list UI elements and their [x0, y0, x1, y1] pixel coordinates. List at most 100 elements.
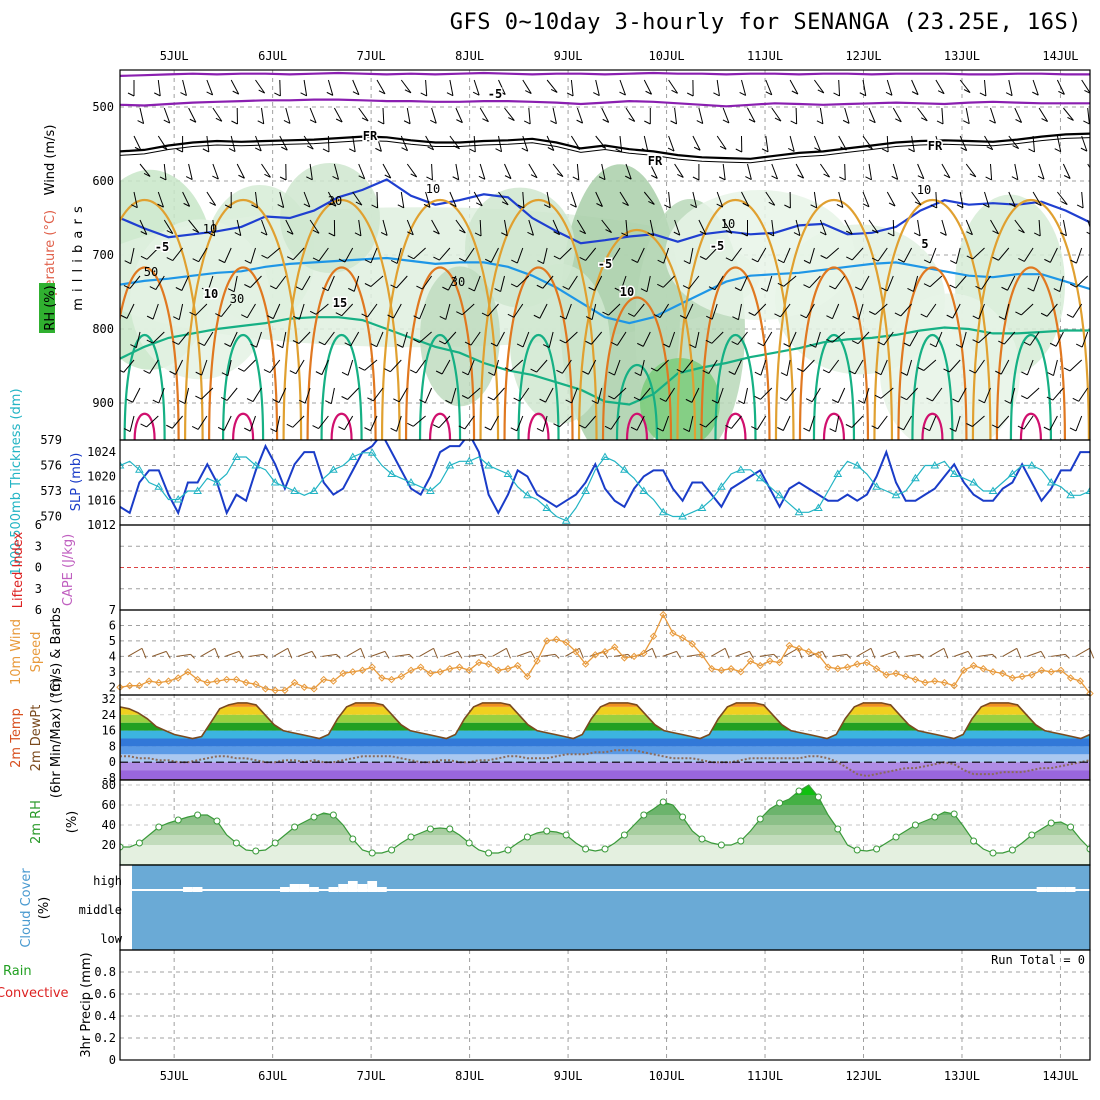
wind-barb	[263, 369, 271, 374]
wind-barb	[382, 219, 388, 236]
wind-barb	[674, 107, 678, 124]
wind-barb	[1012, 145, 1019, 150]
wind-barb-10m	[832, 653, 847, 657]
axis-label-lifted-index: Lifted Index	[11, 531, 26, 608]
wind-barb	[869, 119, 876, 124]
wind-barb	[912, 275, 919, 292]
wind-barb	[774, 117, 782, 122]
wind-barb	[221, 372, 229, 377]
wind-barb	[940, 231, 947, 236]
rh-point	[698, 835, 706, 843]
wind-barb	[783, 275, 797, 287]
wind-barb	[452, 176, 459, 181]
wind-barb	[126, 303, 135, 319]
temp-tick: 0	[109, 755, 116, 769]
pressure-tick: 800	[92, 322, 114, 336]
wind-speed-point	[785, 641, 794, 650]
wind-barb	[516, 343, 524, 348]
wind-barb	[930, 204, 937, 209]
wind-barb	[123, 359, 135, 373]
wind-barb	[1072, 397, 1079, 402]
thickness-point	[1008, 469, 1017, 477]
wind-barb	[398, 387, 408, 403]
wind-barb	[146, 315, 154, 320]
wind-barb	[449, 191, 457, 207]
wind-barb	[495, 148, 502, 153]
wind-barb	[579, 230, 586, 235]
wind-barb	[419, 331, 432, 343]
wind-barb	[1047, 372, 1054, 376]
wind-barb	[711, 303, 718, 320]
wind-barb	[1015, 311, 1022, 316]
wind-barb	[731, 247, 742, 262]
wind-barb	[974, 359, 985, 374]
wind-barb	[992, 256, 999, 261]
wind-barb	[745, 176, 752, 180]
wind-barb	[442, 286, 449, 291]
wind-barb-10m	[954, 650, 969, 657]
wind-barb	[195, 395, 202, 400]
rh-point	[659, 798, 667, 806]
wind-barb-10m	[978, 653, 993, 657]
wind-barb	[958, 387, 967, 403]
wind-barb-10m	[929, 647, 945, 657]
wind-barb	[525, 90, 532, 95]
wind-barb	[722, 163, 726, 180]
wind-speed-point	[184, 668, 192, 676]
wind-barb	[880, 387, 894, 399]
isotherm-line	[120, 132, 1090, 160]
wind-barb	[842, 119, 850, 124]
wind-barb	[1028, 148, 1035, 153]
wind-barb	[722, 119, 730, 124]
wind-barb-10m	[1016, 648, 1022, 659]
wind-barb	[1070, 259, 1077, 264]
wind-barb	[455, 107, 463, 123]
wind-barb	[869, 311, 876, 315]
wind-barb	[900, 303, 912, 317]
wind-barb	[602, 118, 609, 123]
temp-band	[120, 722, 1090, 731]
wind-barb	[277, 204, 284, 208]
wind-barb	[355, 201, 363, 206]
wind-speed-point	[921, 678, 929, 687]
wind-barb	[857, 331, 870, 345]
wind-barb	[315, 371, 323, 376]
wind-barb	[620, 275, 627, 292]
wind-barb	[585, 316, 593, 321]
wind-barb	[1035, 202, 1042, 207]
wind-barb	[344, 247, 354, 263]
wind-speed-point	[1037, 666, 1046, 674]
wind-barb	[608, 371, 615, 376]
wind-barb	[552, 219, 561, 235]
wind-barb	[659, 397, 667, 402]
wind-barb	[1075, 275, 1089, 288]
wind-barb	[819, 219, 827, 236]
isotherm-line	[120, 137, 1090, 164]
wind-barb	[1033, 275, 1040, 292]
wind-barb	[950, 260, 957, 264]
wind-barb	[1001, 286, 1008, 291]
isotherm-line	[120, 178, 1090, 245]
wind-barb	[275, 275, 287, 290]
wind-barb	[731, 341, 738, 346]
wind-barb	[1055, 331, 1064, 347]
wind-barb	[522, 191, 525, 208]
wind-barb-10m	[506, 648, 511, 659]
isotherm-loop	[921, 412, 944, 440]
wind-barb	[401, 147, 408, 152]
wind-speed-point	[1018, 672, 1026, 681]
wind-speed-point	[795, 644, 803, 653]
wind-barb	[159, 176, 167, 181]
wind-barb	[690, 204, 697, 209]
wind-barb-10m	[759, 653, 774, 657]
wind-barb	[498, 135, 503, 152]
rh-point	[426, 825, 434, 833]
wind-barb	[358, 107, 369, 122]
wind-speed-point	[746, 657, 755, 665]
wind-barb-10m	[419, 647, 434, 657]
axis-label-dewpt: 2m DewPt	[29, 705, 44, 772]
wind-barb	[814, 147, 821, 152]
wind-barb	[481, 312, 489, 317]
wind-barb	[886, 135, 889, 153]
wind-barb	[1014, 107, 1023, 123]
